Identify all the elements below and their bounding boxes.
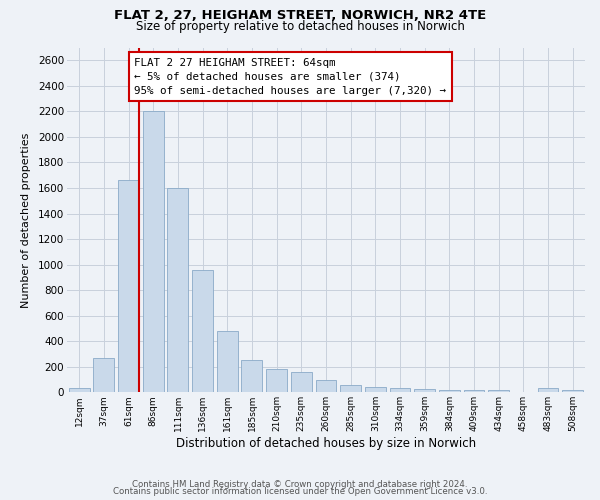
Text: FLAT 2, 27, HEIGHAM STREET, NORWICH, NR2 4TE: FLAT 2, 27, HEIGHAM STREET, NORWICH, NR2…: [114, 9, 486, 22]
Bar: [488, 390, 509, 392]
Text: Contains public sector information licensed under the Open Government Licence v3: Contains public sector information licen…: [113, 488, 487, 496]
Bar: [266, 368, 287, 392]
Bar: [94, 358, 115, 392]
Bar: [389, 388, 410, 392]
Bar: [439, 390, 460, 392]
Bar: [464, 390, 484, 392]
Bar: [241, 360, 262, 392]
Bar: [291, 372, 312, 392]
Bar: [69, 388, 90, 392]
Bar: [538, 388, 559, 392]
Bar: [340, 386, 361, 392]
Bar: [192, 270, 213, 392]
X-axis label: Distribution of detached houses by size in Norwich: Distribution of detached houses by size …: [176, 437, 476, 450]
Bar: [562, 390, 583, 392]
Bar: [118, 180, 139, 392]
Bar: [316, 380, 337, 392]
Bar: [217, 331, 238, 392]
Y-axis label: Number of detached properties: Number of detached properties: [21, 132, 31, 308]
Bar: [365, 387, 386, 392]
Text: Contains HM Land Registry data © Crown copyright and database right 2024.: Contains HM Land Registry data © Crown c…: [132, 480, 468, 489]
Bar: [143, 112, 164, 392]
Text: Size of property relative to detached houses in Norwich: Size of property relative to detached ho…: [136, 20, 464, 33]
Bar: [414, 389, 435, 392]
Text: FLAT 2 27 HEIGHAM STREET: 64sqm
← 5% of detached houses are smaller (374)
95% of: FLAT 2 27 HEIGHAM STREET: 64sqm ← 5% of …: [134, 58, 446, 96]
Bar: [167, 188, 188, 392]
